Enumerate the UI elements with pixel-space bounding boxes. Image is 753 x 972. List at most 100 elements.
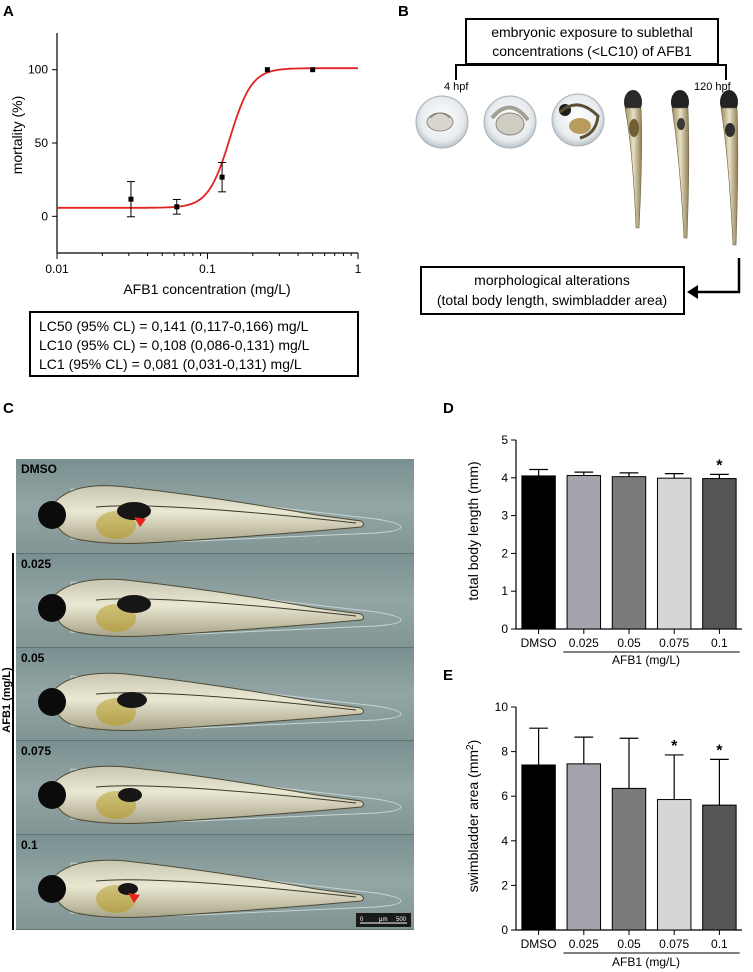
panel-letter-c: C (3, 400, 14, 417)
chart-e-x-tick-label: DMSO (521, 937, 557, 951)
chart-a-data-point (264, 67, 270, 73)
chart-a-data-point (128, 196, 134, 202)
outcome-arrow (696, 258, 741, 294)
panel-letter-e: E (443, 667, 454, 684)
chart-e-y-tick-label: 10 (495, 700, 509, 714)
larva-005-image (38, 672, 402, 731)
larva-01-image (38, 859, 402, 918)
chart-d-x-tick-label: DMSO (521, 636, 557, 650)
body-length-bar-chart: 0 1 2 3 4 5 DMSO 0.025 0.05 0.075 0.1 * total body … (465, 433, 742, 667)
chart-e-y-tick-label: 0 (501, 923, 508, 937)
larva-72hpf-image (624, 90, 642, 229)
chart-e-significance-marker: * (671, 738, 678, 755)
larva-120hpf-image (720, 90, 739, 246)
outcome-label-line1: morphological alterations (474, 272, 630, 288)
chart-e-bar (566, 763, 602, 931)
larva-strip-4: 0.1 0 µm 500 (16, 835, 414, 930)
chart-d-significance-marker: * (716, 457, 723, 474)
exposure-label-line2: concentrations (<LC10) of AFB1 (492, 43, 692, 59)
scale-bar-end: 500 (396, 917, 407, 923)
chart-a-data-point (174, 204, 180, 210)
start-stage-label: 4 hpf (444, 81, 469, 93)
chart-e-y-label-main: swimbladder area (mm (465, 750, 481, 892)
strip-label-dmso: DMSO (21, 462, 57, 476)
chart-e-bar (611, 787, 647, 931)
chart-d-y-tick-label: 3 (501, 509, 508, 523)
scale-bar-start: 0 (360, 917, 364, 923)
swimbladder-arrow-icon-2 (128, 893, 140, 903)
chart-a-x-tick-label: 1 (355, 262, 362, 276)
chart-a-y-axis-label: mortality (%) (9, 96, 25, 175)
chart-a-y-tick-label: 100 (28, 63, 48, 77)
larva-96hpf-image (671, 90, 690, 239)
chart-e-bar (521, 764, 556, 931)
chart-e-y-axis-label: swimbladder area (mm2) (465, 740, 481, 893)
chart-d-bar (656, 477, 692, 630)
chart-e-y-tick-label: 2 (501, 878, 508, 892)
chart-e-x-tick-label: 0.025 (569, 937, 599, 951)
chart-e-x-tick-label: 0.075 (659, 937, 689, 951)
larva-strip-2: 0.05 (16, 648, 414, 741)
lc50-line: LC50 (95% CL) = 0,141 (0,117-0,166) mg/L (39, 318, 309, 334)
chart-d-x-tick-label: 0.1 (711, 636, 728, 650)
chart-e-bar (656, 799, 692, 931)
larvae-image-panel: DMSO 0.025 0.05 (16, 459, 414, 930)
outcome-label-box (420, 266, 685, 315)
chart-d-bar (566, 475, 602, 630)
lc1-line: LC1 (95% CL) = 0,081 (0,031-0,131) mg/L (39, 356, 302, 372)
swimbladder-arrow-icon (134, 517, 146, 527)
chart-d-x-axis-label: AFB1 (mg/L) (612, 653, 680, 667)
exposure-label-line1: embryonic exposure to sublethal (491, 24, 693, 40)
chart-d-x-tick-label: 0.075 (659, 636, 689, 650)
chart-d-bar (611, 476, 647, 630)
chart-e-bar (702, 804, 737, 931)
chart-a-data-point (310, 67, 316, 73)
chart-e-y-label-end: ) (465, 740, 481, 745)
larva-strip-dmso: DMSO (16, 459, 414, 554)
larva-0075-image (38, 765, 402, 824)
chart-a-fit-curve (57, 67, 358, 209)
group-bracket-line (12, 553, 14, 930)
chart-e-x-axis-label: AFB1 (mg/L) (612, 955, 680, 969)
exposure-bracket (455, 64, 727, 80)
chart-d-bar (702, 478, 737, 630)
chart-a-y-tick-label: 50 (35, 136, 49, 150)
chart-d-y-tick-label: 4 (501, 471, 508, 485)
chart-a-x-tick-label: 0.01 (45, 262, 69, 276)
scale-bar-unit: µm (379, 917, 387, 923)
embryo-48hpf-image (551, 93, 605, 147)
panel-letter-b: B (398, 3, 409, 20)
strip-label-3: 0.075 (21, 744, 52, 758)
chart-a-y-tick-label: 0 (41, 209, 48, 223)
chart-d-y-tick-label: 5 (501, 433, 508, 447)
chart-e-y-tick-label: 4 (501, 834, 508, 848)
group-label-wrap: AFB1 (mg/L) (1, 667, 12, 733)
chart-e-significance-marker: * (716, 742, 723, 759)
exposure-schematic: embryonic exposure to sublethal concentr… (415, 18, 741, 315)
panel-letter-a: A (3, 3, 14, 20)
chart-d-x-tick-label: 0.05 (617, 636, 641, 650)
chart-d-y-tick-label: 1 (501, 584, 508, 598)
exposure-label-box (465, 18, 719, 65)
embryo-24hpf-image (483, 95, 537, 149)
chart-e-y-tick-label: 8 (501, 745, 508, 759)
strip-label-1: 0.025 (21, 557, 52, 571)
chart-e-x-tick-label: 0.05 (617, 937, 641, 951)
chart-d-y-tick-label: 0 (501, 622, 508, 636)
larva-dmso-image (38, 485, 402, 544)
chart-d-x-tick-label: 0.025 (569, 636, 599, 650)
strip-label-2: 0.05 (21, 651, 45, 665)
outcome-label-line2: (total body length, swimbladder area) (437, 292, 667, 308)
end-stage-label: 120 hpf (694, 81, 732, 93)
lethal-concentration-box: LC50 (95% CL) = 0,141 (0,117-0,166) mg/L… (29, 311, 359, 377)
panel-letter-d: D (443, 400, 454, 417)
chart-a-x-axis-label: AFB1 concentration (mg/L) (123, 281, 290, 297)
mortality-dose-response-chart: 0 50 100 0.01 0.1 1 mortality (%) AFB1 concen… (9, 33, 362, 297)
group-label: AFB1 (mg/L) (1, 667, 12, 733)
strip-label-4: 0.1 (21, 838, 38, 852)
chart-d-y-tick-label: 2 (501, 546, 508, 560)
chart-e-y-label-sup: 2 (465, 744, 476, 750)
outcome-arrow-head (687, 285, 698, 299)
chart-e-x-tick-label: 0.1 (711, 937, 728, 951)
chart-e-y-tick-label: 6 (501, 789, 508, 803)
